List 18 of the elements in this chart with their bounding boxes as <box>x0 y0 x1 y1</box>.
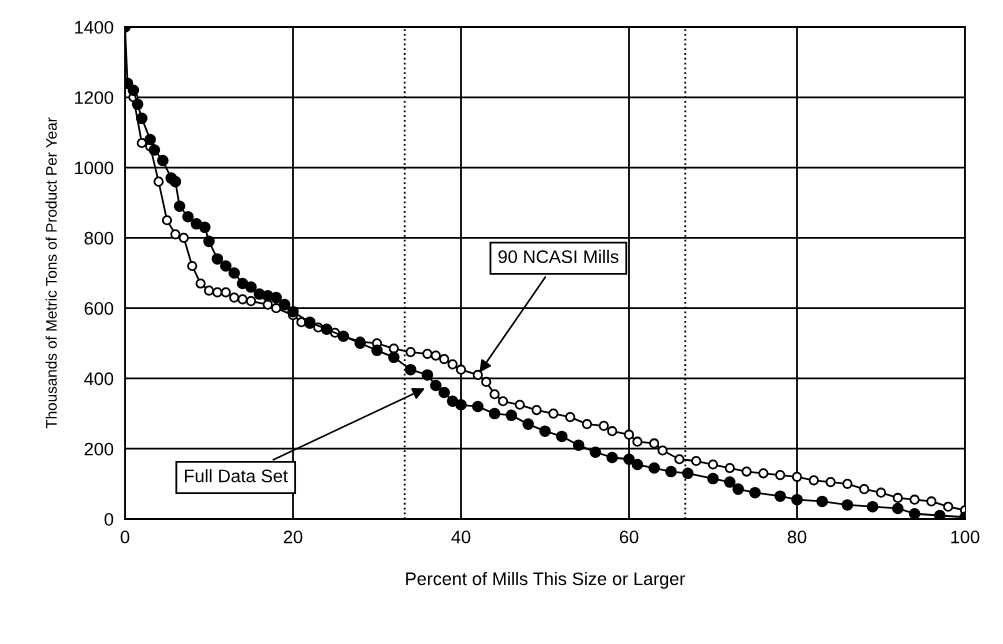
x-tick-label: 80 <box>787 530 807 544</box>
x-tick-label: 60 <box>619 530 639 544</box>
y-tick-label: 200 <box>84 442 114 456</box>
y-tick-label: 1200 <box>75 91 114 105</box>
y-axis-title: Thousands of Metric Tons of Product Per Year <box>45 117 57 429</box>
x-tick-label: 40 <box>451 530 471 544</box>
y-tick-label: 1400 <box>75 20 114 34</box>
annotation: Full Data Set <box>185 469 288 483</box>
x-tick-label: 20 <box>283 530 303 544</box>
x-tick-label: 100 <box>951 530 980 544</box>
x-axis-title: Percent of Mills This Size or Larger <box>406 571 686 589</box>
x-tick-label: 0 <box>120 530 130 544</box>
y-tick-label: 600 <box>84 302 114 315</box>
y-tick-label: 0 <box>104 512 114 526</box>
y-tick-label: 400 <box>84 372 114 386</box>
y-tick-label: 800 <box>84 231 114 245</box>
annotation: 90 NCASI Mills <box>498 249 619 264</box>
y-tick-label: 1000 <box>75 161 114 175</box>
